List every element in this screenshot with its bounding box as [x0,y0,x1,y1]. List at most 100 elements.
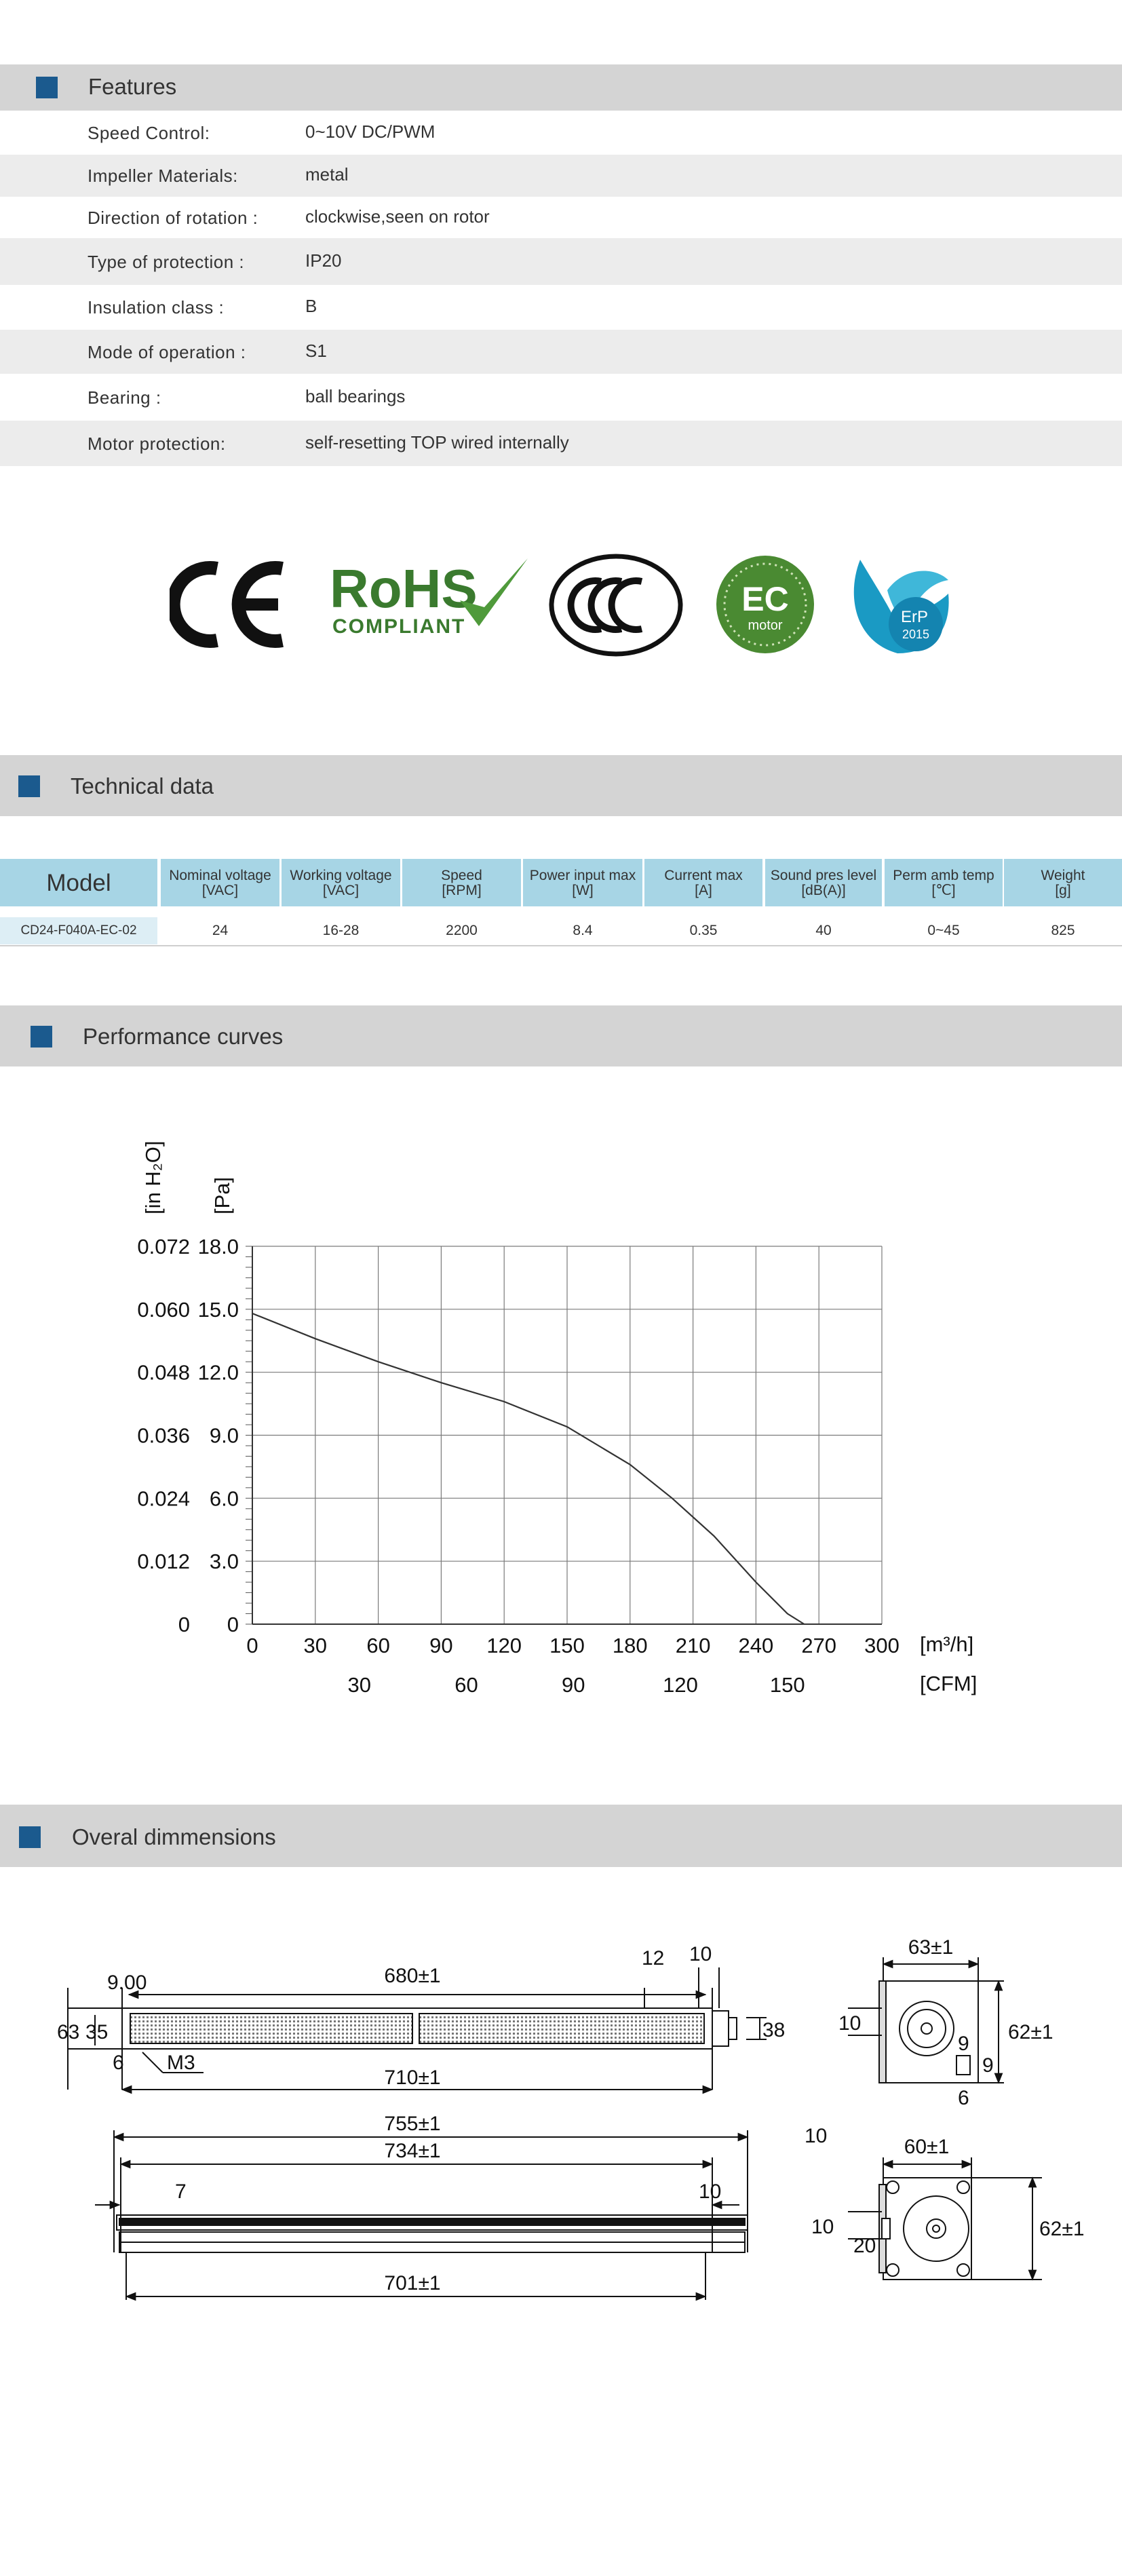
column-name: Power input max [529,868,636,883]
feature-label: Speed Control: [88,123,210,143]
y-tick-label: 3.0 [210,1550,239,1573]
column-unit: [A] [695,883,712,898]
svg-text:701±1: 701±1 [384,2272,440,2294]
svg-text:ErP: ErP [901,608,928,626]
svg-text:6: 6 [113,2052,124,2074]
feature-label: Type of protection : [88,252,245,272]
table-cell: 24 [212,923,229,938]
feature-label: Direction of rotation : [88,208,258,228]
technical-header: Technical data [0,755,1122,816]
column-unit: [dB(A)] [801,883,846,898]
column-name: Speed [441,868,482,883]
section-title: Performance curves [83,1024,284,1049]
curve-point [503,1401,505,1402]
table-cell: 8.4 [573,923,593,938]
x-tick-label: 120 [486,1634,522,1657]
feature-row: Bearing : ball bearings [0,374,1122,421]
section-title: Overal dimmensions [72,1824,276,1849]
table-bottom-rule [0,945,1122,946]
x2-axis-label: [CFM] [920,1672,977,1695]
section-title: Features [88,74,177,99]
column-unit: [VAC] [322,883,360,898]
x-tick-label: 270 [801,1634,836,1657]
feature-row: Direction of rotation : clockwise,seen on… [0,197,1122,238]
table-header-cell: Nominal voltage [VAC] [161,859,279,906]
feature-value: B [305,296,317,316]
dimensions-header: Overal dimmensions [0,1805,1122,1867]
x-tick-label: 30 [304,1634,327,1657]
y2-tick-label: 0.012 [137,1550,190,1573]
x-tick-label: 240 [739,1634,774,1657]
column-name: Current max [664,868,743,883]
svg-text:10: 10 [699,2180,721,2203]
y-tick-label: 0 [227,1613,239,1636]
performance-header: Performance curves [0,1005,1122,1066]
svg-text:EC: EC [741,580,788,618]
performance-chart: 0 30 60 90 120 150 180 210 240 270 300003.00.0126.… [137,1141,977,1697]
x-tick-label: 90 [429,1634,452,1657]
x2-tick-label: 60 [454,1673,478,1697]
model-header-label: Model [46,870,111,896]
feature-value: S1 [305,341,327,361]
table-cell: 0~45 [927,923,960,938]
svg-text:62±1: 62±1 [1008,2021,1053,2043]
y2-tick-label: 0.048 [137,1361,190,1385]
svg-text:motor: motor [748,618,782,633]
table-cell-model: CD24-F040A-EC-02 [0,917,157,944]
feature-label: Mode of operation : [88,342,246,362]
svg-text:20: 20 [853,2235,876,2257]
y-tick-label: 6.0 [210,1486,239,1510]
svg-text:10: 10 [689,1943,712,1965]
x-tick-label: 180 [613,1634,648,1657]
features-header: Features [0,64,1122,111]
side-view-bottom-labels: 60±1 62±1 10 10 20 [805,2125,1085,2257]
svg-text:60±1: 60±1 [904,2136,950,2158]
column-unit: [VAC] [201,883,239,898]
table-cell: 0.35 [689,923,718,938]
y2-tick-label: 0 [178,1613,190,1636]
y-tick-label: 9.0 [210,1424,239,1448]
y-tick-label: 12.0 [198,1361,239,1385]
svg-text:10: 10 [805,2125,827,2147]
table-header-cell: Current max [A] [644,859,762,906]
feature-row: Insulation class : B [0,285,1122,330]
table-cell: 2200 [446,923,478,938]
column-name: Sound pres level [770,868,877,883]
feature-row: Impeller Materials: metal [0,155,1122,197]
svg-text:710±1: 710±1 [384,2066,440,2089]
feature-value: self-resetting TOP wired internally [305,432,569,453]
front-view-labels: 680±1 710±1 63 35 9.00 6 M3 12 10 38 [57,1943,785,2089]
svg-text:9: 9 [958,2033,969,2055]
bottom-view [95,2130,749,2301]
table-header-model: Model [0,859,157,906]
table-header-cell: Perm amb temp [℃] [885,859,1003,906]
x-tick-label: 150 [549,1634,585,1657]
svg-text:12: 12 [642,1947,664,1969]
feature-label: Impeller Materials: [88,166,238,186]
feature-label: Motor protection: [88,434,226,454]
column-name: Working voltage [290,868,392,883]
svg-text:M3: M3 [167,2052,195,2074]
section-marker-icon [18,775,40,797]
y2-tick-label: 0.024 [137,1486,190,1510]
x2-tick-label: 120 [663,1673,698,1697]
rohs-logo: RoHS COMPLIANT [330,553,530,641]
feature-row: Speed Control: 0~10V DC/PWM [0,111,1122,155]
table-header-cell: Power input max [W] [523,859,642,906]
x2-tick-label: 90 [562,1673,585,1697]
svg-text:RoHS: RoHS [330,558,478,619]
table-header-cell: Sound pres level [dB(A)] [765,859,882,906]
performance-curve-line [252,1312,805,1625]
column-unit: [℃] [931,883,956,898]
column-unit: [W] [572,883,594,898]
side-view-top-labels: 63±1 62±1 10 9 9 6 [838,1936,1053,2109]
svg-text:680±1: 680±1 [384,1965,440,1987]
column-unit: [RPM] [442,883,482,898]
y2-axis-label: [in H₂O] [141,1141,165,1215]
svg-text:38: 38 [762,2019,785,2041]
y2-tick-label: 0.060 [137,1298,190,1322]
feature-label: Bearing : [88,387,161,408]
x-tick-label: 210 [676,1634,711,1657]
column-name: Weight [1041,868,1085,883]
side-view-top [848,1957,1004,2084]
